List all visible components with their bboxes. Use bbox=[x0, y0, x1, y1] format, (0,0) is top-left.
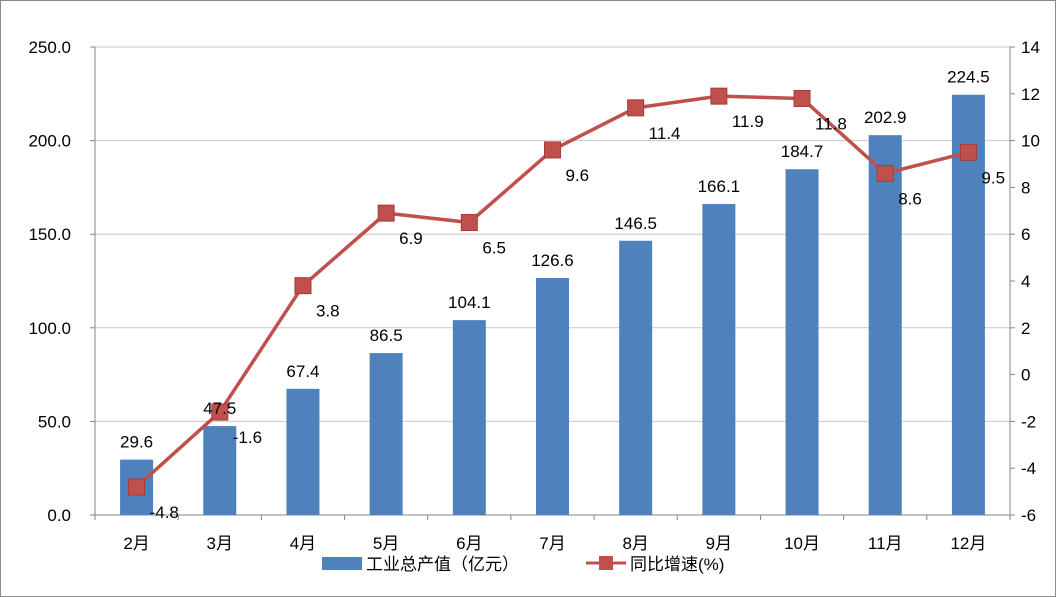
legend-swatch-bar bbox=[322, 557, 362, 570]
line-marker bbox=[294, 277, 312, 295]
line-data-label: 6.5 bbox=[482, 239, 506, 258]
x-tick-label: 9月 bbox=[706, 534, 732, 553]
line-marker bbox=[710, 87, 728, 105]
bar bbox=[452, 320, 486, 515]
y-right-tick-label: 10 bbox=[1021, 132, 1040, 151]
line-data-label: 11.9 bbox=[732, 112, 764, 131]
y-right-tick-label: 4 bbox=[1021, 272, 1030, 291]
line-marker bbox=[959, 143, 977, 161]
data-labels: 29.6 47.5 67.4 86.5 104.1 126.6 146.5 166.1 184.… bbox=[120, 68, 1005, 522]
y-left-tick-label: 250.0 bbox=[28, 38, 71, 57]
y-right-tick-label: -2 bbox=[1021, 412, 1036, 431]
y-left-tick-label: 200.0 bbox=[28, 132, 71, 151]
line-data-label: 11.4 bbox=[649, 124, 681, 143]
x-tick-label: 7月 bbox=[539, 534, 565, 553]
x-tick-label: 4月 bbox=[290, 534, 316, 553]
y-right-tick-label: -6 bbox=[1021, 506, 1036, 525]
x-tick-label: 8月 bbox=[622, 534, 648, 553]
bar-data-label: 47.5 bbox=[203, 399, 236, 418]
line-marker bbox=[793, 89, 811, 107]
bar-data-label: 67.4 bbox=[286, 362, 319, 381]
bar bbox=[702, 204, 736, 516]
bar bbox=[785, 169, 819, 516]
legend-label-line: 同比增速(%) bbox=[630, 555, 724, 574]
x-tick-label: 5月 bbox=[373, 534, 399, 553]
bar-data-label: 146.5 bbox=[614, 214, 657, 233]
x-tick-label: 11月 bbox=[868, 534, 903, 553]
bar bbox=[868, 135, 902, 515]
axes: 0.0 50.0 100.0 150.0 200.0 250.0 -6 -4 -2 0 2 4 6 8 10… bbox=[28, 38, 1039, 553]
y-left-tick-label: 150.0 bbox=[28, 225, 71, 244]
y-right-tick-label: 8 bbox=[1021, 178, 1030, 197]
legend-swatch-marker bbox=[599, 556, 613, 570]
y-right-tick-label: 14 bbox=[1021, 38, 1040, 57]
line-data-label: 9.6 bbox=[566, 166, 590, 185]
y-left-tick-label: 50.0 bbox=[38, 412, 71, 431]
bar-data-label: 202.9 bbox=[864, 108, 907, 127]
x-tick-label: 2月 bbox=[123, 534, 149, 553]
x-tick-label: 6月 bbox=[456, 534, 482, 553]
line-data-label: 9.5 bbox=[981, 168, 1005, 187]
bar bbox=[536, 278, 569, 515]
bar-data-label: 184.7 bbox=[781, 142, 824, 161]
y-left-tick-label: 100.0 bbox=[28, 319, 71, 338]
line-data-label: 6.9 bbox=[399, 229, 423, 248]
line-marker bbox=[377, 204, 395, 222]
y-right-tick-label: 2 bbox=[1021, 319, 1030, 338]
y-left-tick-label: 0.0 bbox=[47, 506, 71, 525]
line-marker bbox=[544, 141, 561, 159]
line-data-label: 11.8 bbox=[815, 114, 847, 133]
bar bbox=[203, 426, 237, 515]
y-right-tick-label: 6 bbox=[1021, 225, 1030, 244]
x-tick-label: 3月 bbox=[207, 534, 233, 553]
legend-label-bar: 工业总产值（亿元） bbox=[366, 555, 519, 574]
bar-data-label: 29.6 bbox=[120, 433, 153, 452]
bar-data-label: 86.5 bbox=[370, 326, 403, 345]
y-right-tick-label: -4 bbox=[1021, 459, 1036, 478]
bar-data-label: 224.5 bbox=[947, 68, 990, 87]
bar-data-label: 166.1 bbox=[698, 177, 741, 196]
line-series bbox=[128, 87, 977, 496]
line-marker bbox=[460, 214, 478, 231]
x-tick-label: 10月 bbox=[784, 534, 820, 553]
x-tick-label: 12月 bbox=[950, 534, 986, 553]
legend: 工业总产值（亿元） 同比增速(%) bbox=[322, 555, 724, 574]
line-marker bbox=[211, 403, 229, 421]
bar-data-label: 104.1 bbox=[448, 293, 491, 312]
line-marker bbox=[128, 478, 146, 496]
y-right-tick-label: 12 bbox=[1021, 85, 1040, 104]
line-marker bbox=[876, 164, 894, 182]
line-data-label: 3.8 bbox=[316, 302, 340, 321]
line-data-label: 8.6 bbox=[898, 189, 922, 208]
line-marker bbox=[627, 99, 645, 117]
y-right-tick-label: 0 bbox=[1021, 366, 1030, 385]
bar-series bbox=[120, 94, 985, 516]
line-data-label: -1.6 bbox=[233, 428, 262, 447]
line-data-label: -4.8 bbox=[150, 503, 179, 522]
bar bbox=[369, 353, 403, 515]
bar bbox=[619, 240, 653, 515]
bar bbox=[286, 388, 320, 515]
bar bbox=[951, 94, 985, 516]
bar-data-label: 126.6 bbox=[531, 251, 574, 270]
